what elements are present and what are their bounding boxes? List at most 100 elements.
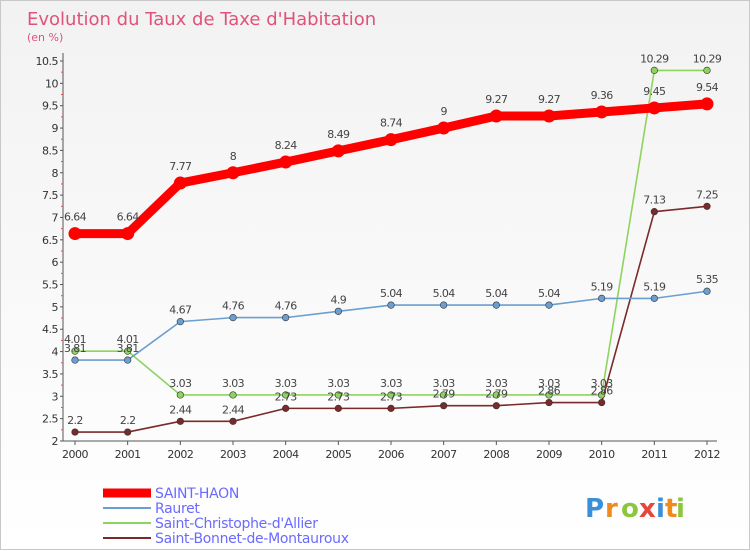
data-label: 2.44 [169,403,192,416]
data-label: 2.79 [485,388,508,401]
data-point [440,402,448,410]
data-point [71,428,79,436]
data-label: 9.27 [538,93,561,106]
data-label: 5.35 [696,273,719,286]
data-label: 3.81 [117,342,139,355]
data-point [440,391,448,399]
data-label: 2.2 [120,414,136,427]
legend-label-3: Saint-Bonnet-de-Montauroux [155,531,349,547]
x-tick-label: 2000 [62,448,88,461]
data-label: 9.27 [485,93,508,106]
data-point [598,391,606,399]
data-point [282,314,290,322]
y-tick-label: 5.5 [42,279,58,292]
data-point [492,402,500,410]
data-label: 3.03 [433,377,456,390]
logo-letter: P [585,494,604,524]
y-tick-label: 10 [45,77,58,90]
data-label: 4.01 [117,333,139,346]
data-label: 7.77 [169,160,192,173]
y-tick-label: 3 [52,390,59,403]
data-point [598,294,606,302]
x-tick-label: 2005 [325,448,351,461]
data-label: 8 [230,150,237,163]
y-tick-label: 7 [52,211,59,224]
x-tick-label: 2009 [536,448,562,461]
x-tick-label: 2011 [641,448,667,461]
data-label: 3.03 [275,377,298,390]
y-tick-label: 10.5 [36,55,59,68]
data-point [124,356,132,364]
logo-letter: t [665,494,677,524]
data-label: 2.79 [433,388,456,401]
y-tick-label: 9.5 [42,100,58,113]
chart-title: Evolution du Taux de Taxe d'Habitation [27,9,376,30]
data-label: 2.73 [380,390,403,403]
x-tick-label: 2001 [115,448,141,461]
y-tick-label: 3.5 [42,368,58,381]
data-point [387,301,395,309]
y-tick-label: 6.5 [42,234,58,247]
data-label: 2.86 [538,385,561,398]
data-label: 5.04 [485,287,508,300]
data-label: 2.73 [275,390,298,403]
data-point [173,176,187,190]
data-point [384,133,398,147]
data-label: 4.01 [64,333,86,346]
data-label: 3.03 [169,377,192,390]
x-tick-label: 2006 [378,448,404,461]
data-point [545,301,553,309]
x-tick-label: 2008 [483,448,509,461]
y-tick-label: 8.5 [42,144,58,157]
data-label: 3.03 [485,377,508,390]
data-label: 9.36 [591,89,614,102]
data-point [176,391,184,399]
data-point [124,428,132,436]
data-point [334,404,342,412]
y-tick-label: 2 [52,435,59,448]
x-tick-label: 2002 [167,448,193,461]
x-tick-label: 2007 [431,448,457,461]
data-point [387,404,395,412]
y-tick-label: 8 [52,167,59,180]
y-tick-label: 4 [52,346,59,359]
x-tick-label: 2012 [694,448,720,461]
data-point [492,301,500,309]
data-point [647,101,661,115]
data-label: 2.44 [222,403,245,416]
data-point [542,109,556,123]
legend-label-0: SAINT-HAON [155,486,239,502]
data-label: 9.54 [696,81,719,94]
data-point [229,391,237,399]
y-tick-label: 9 [52,122,59,135]
data-point [121,227,135,241]
data-point [282,404,290,412]
data-label: 4.9 [330,293,346,306]
data-label: 9.45 [643,85,666,98]
data-label: 6.64 [117,211,140,224]
legend: SAINT-HAONRauretSaint-Christophe-d'Allie… [103,486,349,547]
data-point [71,356,79,364]
data-point [545,391,553,399]
data-point [334,307,342,315]
data-label: 10.29 [693,52,722,65]
data-point [334,391,342,399]
data-point [440,301,448,309]
legend-label-2: Saint-Christophe-d'Allier [155,516,318,532]
data-point [700,97,714,111]
data-label: 5.04 [380,287,403,300]
data-point [492,391,500,399]
data-point [229,314,237,322]
data-label: 5.04 [538,287,561,300]
data-label: 3.03 [591,377,614,390]
data-point [650,294,658,302]
y-tick-label: 5 [52,301,59,314]
chart-subtitle: (en %) [27,31,63,44]
series-layer [68,66,714,436]
data-labels-layer: 2.2 2.2 2.44 2.44 2.73 2.73 2.73 2.79 2.79 2.86 2.… [64,52,722,427]
data-label: 3.03 [538,377,561,390]
data-point [331,144,345,158]
data-label: 8.24 [275,139,298,152]
